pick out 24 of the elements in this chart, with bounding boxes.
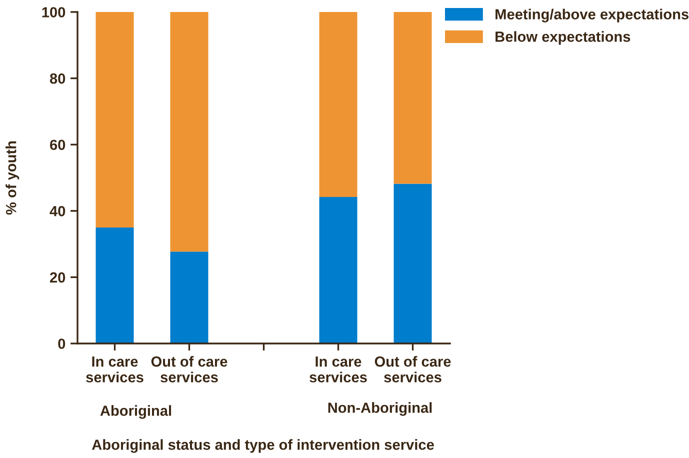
y-tick-label: 80	[50, 73, 66, 84]
x-tick-label: In care services	[310, 356, 367, 382]
bar	[319, 12, 358, 197]
x-tick-label: Out of care services	[374, 356, 451, 382]
bar	[96, 12, 134, 228]
y-tick-label: 20	[50, 272, 66, 283]
bar	[96, 227, 134, 344]
bar	[394, 184, 432, 344]
bar	[394, 12, 432, 184]
x-tick-label: Out of care services	[151, 356, 228, 382]
y-tick-label: 40	[50, 206, 66, 216]
y-tick-label: 100	[42, 7, 66, 18]
y-tick-label: 60	[50, 140, 66, 150]
bar	[319, 196, 358, 344]
y-tick-label: 0	[58, 338, 66, 349]
legend-label: Below expectations	[496, 31, 630, 45]
bar	[170, 12, 208, 252]
text: Aboriginal	[100, 405, 172, 419]
text: Non-Aboriginal	[328, 402, 432, 416]
x-axis-title: Aboriginal status and type of intervention service	[92, 439, 434, 453]
bar	[170, 252, 208, 344]
x-tick-label: In care services	[86, 356, 144, 382]
y-axis-title: % of youth	[6, 141, 20, 215]
legend-label: Meeting/above expectations	[496, 8, 688, 22]
